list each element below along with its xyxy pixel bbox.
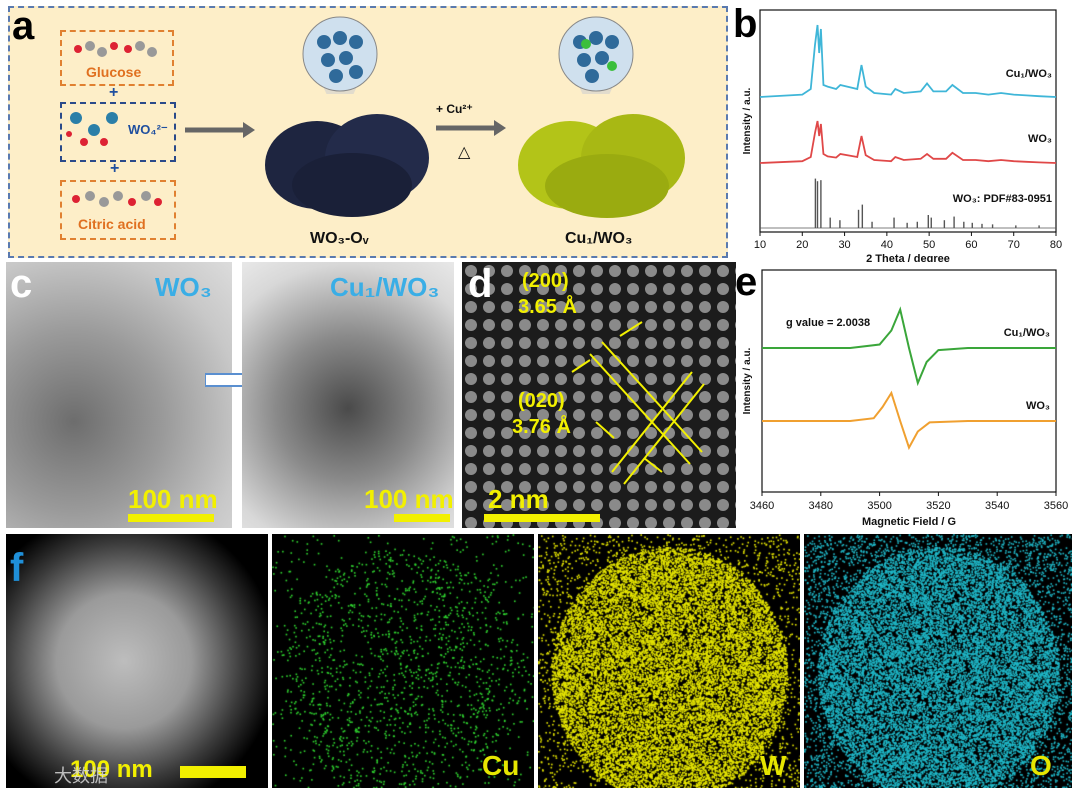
tem-wo3-title: WO₃ <box>155 272 212 302</box>
xrd-ylabel: Intensity / a.u. <box>742 87 753 154</box>
wo4-molecule-icon <box>66 112 118 146</box>
glucose-label: Glucose <box>86 64 142 80</box>
eds-map-cu <box>272 534 534 788</box>
panel-d-letter: d <box>468 262 493 306</box>
eds-map-w <box>538 534 800 788</box>
heat-label: △ <box>458 144 471 161</box>
epr-xtick-label: 3560 <box>1044 500 1068 512</box>
epr-xtick-label: 3540 <box>985 500 1009 512</box>
xrd-xtick-label: 50 <box>923 239 935 251</box>
arrow-1-icon <box>185 122 255 138</box>
panel-c-letter: c <box>10 262 33 306</box>
eds-cu-label: Cu <box>482 750 520 781</box>
scale-c-left-bar <box>128 514 214 522</box>
eds-map-o <box>804 534 1072 788</box>
epr-frame <box>761 269 1057 493</box>
eds-w-label: W <box>760 750 787 781</box>
xrd-xtick-label: 20 <box>796 239 808 251</box>
xrd-xtick-label: 40 <box>881 239 893 251</box>
cu1-wo3-zoom-circle <box>558 16 634 94</box>
scale-c-right-text: 100 nm <box>364 484 454 514</box>
xrd-legend-ref: WO₃: PDF#83-0951 <box>953 193 1052 205</box>
eds-o-label: O <box>1030 750 1052 781</box>
xrd-legend-label: WO₃ <box>1028 133 1052 145</box>
epr-annotation: g value = 2.0038 <box>786 317 870 329</box>
citric-box <box>60 180 176 240</box>
xrd-xtick-label: 70 <box>1008 239 1020 251</box>
xrd-legend-label: Cu₁/WO₃ <box>1006 68 1052 80</box>
epr-legend-label: WO₃ <box>1026 400 1050 412</box>
wo3-ov-label: WO₃-Oᵥ <box>310 230 369 247</box>
plus-2: + <box>110 160 120 177</box>
panel-f-letter: f <box>10 546 24 590</box>
epr-series-line <box>762 390 1056 451</box>
panel-b-letter: b <box>733 2 758 46</box>
panel-e-letter: e <box>735 260 758 304</box>
plus-1: + <box>109 84 119 101</box>
scale-c-left-text: 100 nm <box>128 484 218 514</box>
epr-xlabel: Magnetic Field / G <box>862 516 956 528</box>
panel-a-letter: a <box>12 4 35 48</box>
glucose-box <box>60 30 174 86</box>
arrow-2-icon <box>436 120 506 136</box>
scale-d-text: 2 nm <box>488 484 549 514</box>
citric-molecule-icon <box>72 191 162 207</box>
xrd-chart: 10 20 30 40 50 60 70 80 2 Theta / degree Intensit… <box>742 9 1062 262</box>
epr-xtick-label: 3480 <box>809 500 833 512</box>
wo4-label: WO₄²⁻ <box>128 122 168 137</box>
epr-xtick-label: 3500 <box>867 500 891 512</box>
xrd-series-line <box>759 24 1057 98</box>
haadf-image <box>6 534 268 788</box>
xrd-xtick-label: 60 <box>965 239 977 251</box>
epr-ylabel: Intensity / a.u. <box>742 347 753 414</box>
d-spacing-1: 3.65 Å <box>518 296 577 318</box>
xrd-xtick-label: 30 <box>838 239 850 251</box>
epr-legend-label: Cu₁/WO₃ <box>1004 327 1050 339</box>
hrtem-lattice-image <box>462 262 736 528</box>
plane-200: (200) <box>522 270 569 292</box>
scale-c-right-bar <box>394 514 450 522</box>
scale-f-text: 100 nm <box>70 756 153 783</box>
xrd-xlabel: 2 Theta / degree <box>866 253 950 262</box>
epr-xtick-label: 3520 <box>926 500 950 512</box>
d-spacing-2: 3.76 Å <box>512 416 571 438</box>
cu-label: + Cu²⁺ <box>436 102 473 116</box>
tem-cu1-wo3-title: Cu₁/WO₃ <box>330 272 440 302</box>
tem-cu1-wo3-image <box>242 262 454 528</box>
epr-xtick-label: 3460 <box>750 500 774 512</box>
wo3-ov-particles <box>265 114 429 217</box>
xrd-xtick-label: 10 <box>754 239 766 251</box>
glucose-molecule-icon <box>74 41 157 57</box>
epr-chart: 3460 3480 3500 3520 3540 3560 Magnetic Field /… <box>742 269 1068 528</box>
xrd-frame <box>759 9 1057 233</box>
tem-wo3-image <box>6 262 232 528</box>
wo4-box <box>60 102 176 162</box>
xrd-series-line <box>759 120 1057 164</box>
citric-label: Citric acid <box>78 216 146 232</box>
epr-series-line <box>762 306 1056 387</box>
scale-d-bar <box>484 514 600 522</box>
plane-020: (020) <box>518 390 565 412</box>
cu1-wo3-particles <box>518 114 685 218</box>
wo3-ov-zoom-circle <box>302 16 378 94</box>
watermark: 大数据 <box>54 766 108 786</box>
scale-f-bar <box>180 766 246 778</box>
xrd-xtick-label: 80 <box>1050 239 1062 251</box>
cu1-wo3-label: Cu₁/WO₃ <box>565 230 633 247</box>
